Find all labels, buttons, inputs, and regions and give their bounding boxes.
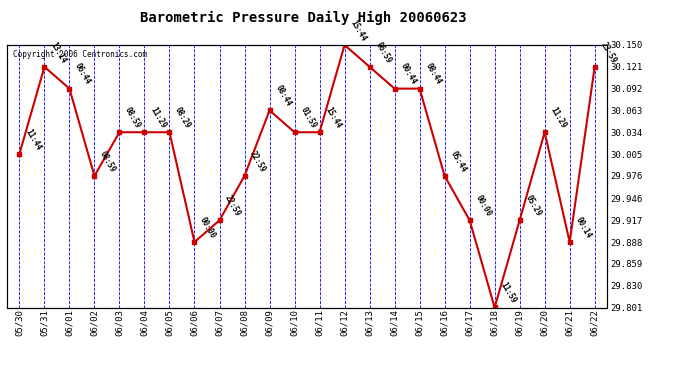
Text: 08:29: 08:29 <box>173 105 193 130</box>
Point <box>464 217 475 223</box>
Text: Barometric Pressure Daily High 20060623: Barometric Pressure Daily High 20060623 <box>140 11 467 26</box>
Point <box>164 129 175 135</box>
Text: 11:29: 11:29 <box>549 105 568 130</box>
Point <box>189 239 200 245</box>
Text: 08:59: 08:59 <box>124 105 143 130</box>
Point <box>14 151 25 157</box>
Text: 06:44: 06:44 <box>73 62 92 86</box>
Point <box>414 86 425 92</box>
Text: 22:59: 22:59 <box>224 194 243 218</box>
Text: 05:44: 05:44 <box>448 149 468 174</box>
Text: 00:00: 00:00 <box>198 215 217 240</box>
Text: Copyright 2006 Centronics.com: Copyright 2006 Centronics.com <box>13 50 147 59</box>
Text: 23:59: 23:59 <box>598 40 618 64</box>
Point <box>39 64 50 70</box>
Point <box>364 64 375 70</box>
Text: 00:44: 00:44 <box>398 62 417 86</box>
Text: 22:59: 22:59 <box>248 149 268 174</box>
Text: 11:59: 11:59 <box>498 281 518 305</box>
Point <box>314 129 325 135</box>
Text: 15:44: 15:44 <box>324 105 343 130</box>
Text: 13:14: 13:14 <box>48 40 68 64</box>
Point <box>139 129 150 135</box>
Text: 00:00: 00:00 <box>473 194 493 218</box>
Point <box>389 86 400 92</box>
Point <box>114 129 125 135</box>
Point <box>239 173 250 179</box>
Text: 06:59: 06:59 <box>373 40 393 64</box>
Point <box>439 173 450 179</box>
Point <box>264 107 275 113</box>
Point <box>214 217 225 223</box>
Point <box>89 173 100 179</box>
Text: 01:59: 01:59 <box>298 105 317 130</box>
Text: 08:44: 08:44 <box>273 84 293 108</box>
Point <box>589 64 600 70</box>
Text: 05:29: 05:29 <box>524 194 543 218</box>
Point <box>289 129 300 135</box>
Point <box>489 304 500 310</box>
Point <box>514 217 525 223</box>
Point <box>539 129 550 135</box>
Point <box>64 86 75 92</box>
Text: 00:14: 00:14 <box>573 215 593 240</box>
Text: 08:44: 08:44 <box>424 62 443 86</box>
Text: 15:44: 15:44 <box>348 18 368 43</box>
Text: 08:59: 08:59 <box>98 149 117 174</box>
Text: 11:29: 11:29 <box>148 105 168 130</box>
Point <box>339 42 350 48</box>
Text: 11:44: 11:44 <box>23 127 43 152</box>
Point <box>564 239 575 245</box>
